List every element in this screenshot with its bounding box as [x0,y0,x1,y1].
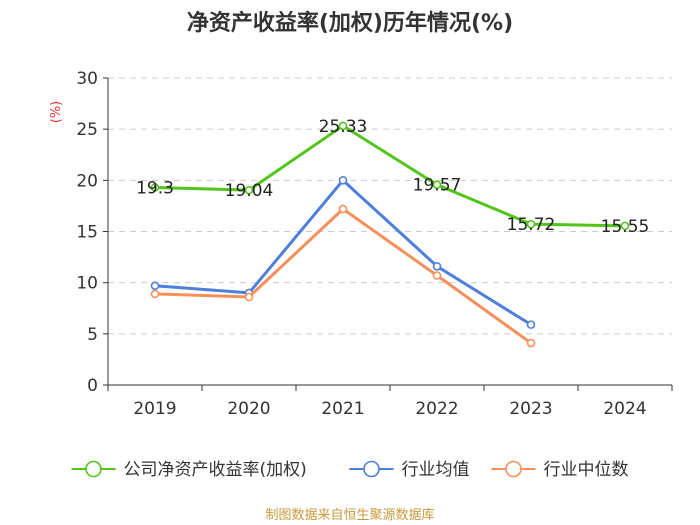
data-point[interactable] [244,292,254,302]
x-tick-label: 2019 [133,399,176,419]
y-tick-label: 10 [76,274,98,294]
data-labels: 19.3 19.04 25.33 19.57 15.72 15.55 [136,117,649,237]
y-tick-label: 0 [87,376,98,396]
source-note: 制图数据来自恒生聚源数据库 [265,507,434,523]
data-point[interactable] [338,204,348,214]
data-point[interactable] [338,121,348,131]
legend-label: 行业中位数 [544,460,629,480]
data-label: 19.3 [136,178,174,198]
x-tick-label: 2024 [603,399,646,419]
chart-title: 净资产收益率(加权)历年情况(%) [187,10,513,36]
series-lines [150,121,630,348]
x-tick-label: 2020 [227,399,270,419]
y-axis-unit-label: (%) [49,101,64,124]
data-point[interactable] [526,338,536,348]
x-tick-label: 2021 [321,399,364,419]
data-label: 15.72 [507,215,556,235]
y-tick-label: 25 [76,120,98,140]
data-point[interactable] [150,183,160,192]
data-label: 19.57 [413,176,462,196]
data-point[interactable] [526,320,536,329]
data-point[interactable] [150,289,160,299]
legend-item-2[interactable]: 行业中位数 [491,460,629,480]
data-label: 25.33 [319,117,368,137]
data-label: 15.55 [601,217,650,237]
legend-marker [505,460,522,478]
y-tick-label: 20 [76,171,98,191]
legend-item-1[interactable]: 行业均值 [349,460,470,480]
legend-label: 公司净资产收益率(加权) [124,460,307,480]
legend-label: 行业均值 [402,460,470,480]
legend-marker [85,460,102,478]
y-tick-label: 5 [87,325,98,345]
legend-marker [363,460,380,478]
axes: 0 5 10 15 20 25 30 2019 2020 2021 2022 2023 2024 [76,69,673,419]
series-line-0 [153,124,627,228]
x-tick-label: 2022 [415,399,458,419]
data-point[interactable] [150,281,160,291]
data-point[interactable] [620,221,630,231]
data-point[interactable] [432,271,442,280]
legend-item-0[interactable]: 公司净资产收益率(加权) [71,460,307,480]
data-point[interactable] [244,185,254,195]
grid-lines [108,77,672,335]
data-label: 19.04 [225,181,274,201]
series-line-2 [153,207,533,345]
data-point[interactable] [432,261,442,271]
data-point[interactable] [526,219,536,229]
legend[interactable]: 公司净资产收益率(加权) 行业均值 行业中位数 [71,460,629,480]
x-tick-label: 2023 [509,399,552,419]
data-point[interactable] [338,176,348,185]
y-tick-label: 30 [76,69,98,89]
y-tick-label: 15 [76,223,98,243]
data-point[interactable] [432,180,442,190]
